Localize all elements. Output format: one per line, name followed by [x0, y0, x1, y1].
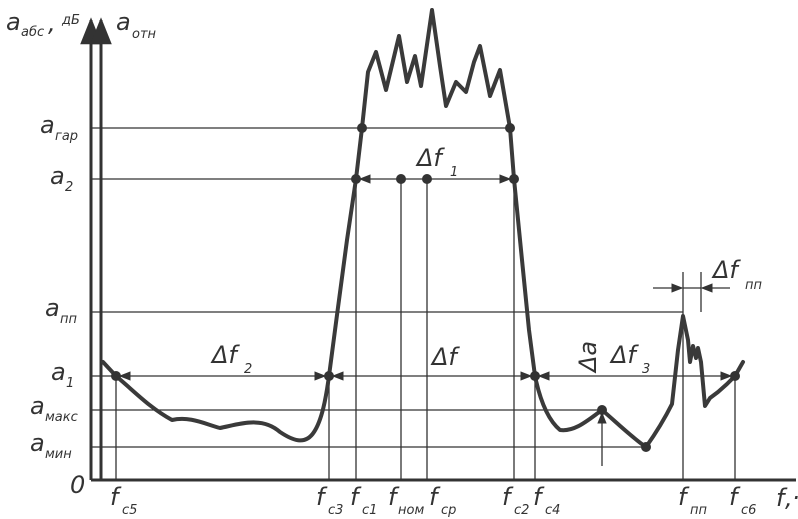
label-df1: Δf: [415, 144, 445, 172]
label-df1-sub: 1: [450, 165, 458, 180]
label-dfpp: Δf: [711, 256, 741, 284]
freq-label-nom-sub: ном: [398, 503, 424, 518]
freq-label-c1: f: [350, 483, 362, 511]
level-label-min: a: [30, 429, 45, 457]
dimension-arrows: [118, 174, 733, 466]
point-min: [641, 442, 651, 452]
level-label-a1-sub: 1: [66, 376, 74, 391]
frequency-markers: [115, 179, 736, 480]
freq-label-pp-sub: пп: [690, 503, 707, 518]
freq-label-c2-sub: c2: [514, 503, 529, 518]
origin-label: 0: [70, 471, 85, 499]
point-fc3: [324, 371, 334, 381]
annotation-labels: Δf 1 Δf 2 Δf Δf 3 Δf пп Δa: [210, 144, 762, 377]
level-label-gar: a: [40, 111, 55, 139]
response-curve: [101, 8, 745, 449]
y-axis-abs-label: a: [6, 8, 21, 36]
y-axis-rel-sub: отн: [132, 27, 157, 42]
freq-label-cp: f: [429, 483, 441, 511]
point-gar-right: [505, 123, 515, 133]
level-label-min-sub: мин: [45, 447, 72, 462]
freq-label-c2: f: [502, 483, 514, 511]
y-axis-abs-sub: абс: [21, 25, 44, 40]
y-axis-rel-label: a: [116, 8, 131, 36]
level-label-a2: a: [50, 162, 65, 190]
level-label-maks-sub: макс: [45, 410, 78, 425]
level-label-gar-sub: гар: [55, 129, 78, 144]
frequency-labels: f c5 f c3 f c1 f ном f ср f c2 f c4 f пп…: [110, 483, 756, 518]
point-fc5: [111, 371, 121, 381]
point-fc6: [730, 371, 740, 381]
freq-label-c3: f: [316, 483, 328, 511]
freq-label-c4: f: [533, 483, 545, 511]
label-df3: Δf: [609, 341, 639, 369]
point-gar-left: [357, 123, 367, 133]
y-axis-sep: ,: [48, 9, 56, 37]
freq-label-c6: f: [729, 483, 741, 511]
point-fnom: [396, 174, 406, 184]
level-label-pp-sub: пп: [60, 312, 77, 327]
level-label-a2-sub: 2: [65, 180, 73, 195]
point-maks: [597, 405, 607, 415]
axes: [80, 17, 796, 482]
level-lines: [91, 127, 683, 448]
label-df2: Δf: [210, 341, 240, 369]
label-da: Δa: [574, 341, 602, 374]
level-labels: a гар a 2 a пп a 1 a макс a мин: [30, 111, 78, 462]
freq-label-c4-sub: c4: [545, 503, 560, 518]
point-fc1: [351, 174, 361, 184]
point-fc4: [530, 371, 540, 381]
x-axis-sep: ,: [785, 484, 793, 512]
label-dfpp-sub: пп: [745, 278, 762, 293]
curve-points: [111, 123, 740, 452]
freq-label-cp-sub: ср: [441, 503, 456, 518]
freq-label-c3-sub: c3: [328, 503, 343, 518]
label-df: Δf: [430, 343, 460, 371]
freq-label-pp: f: [678, 483, 690, 511]
freq-label-c1-sub: c1: [362, 503, 377, 518]
level-label-maks: a: [30, 392, 45, 420]
y-axis-unit: дБ: [61, 13, 80, 28]
level-label-pp: a: [45, 294, 60, 322]
x-axis-unit: ·: [792, 484, 798, 512]
freq-label-c5: f: [110, 483, 122, 511]
label-df2-sub: 2: [244, 362, 252, 377]
freq-label-c6-sub: c6: [741, 503, 756, 518]
level-label-a1: a: [51, 358, 66, 386]
freq-label-c5-sub: c5: [122, 503, 137, 518]
point-fcp: [422, 174, 432, 184]
label-df3-sub: 3: [642, 362, 650, 377]
point-fc2: [509, 174, 519, 184]
